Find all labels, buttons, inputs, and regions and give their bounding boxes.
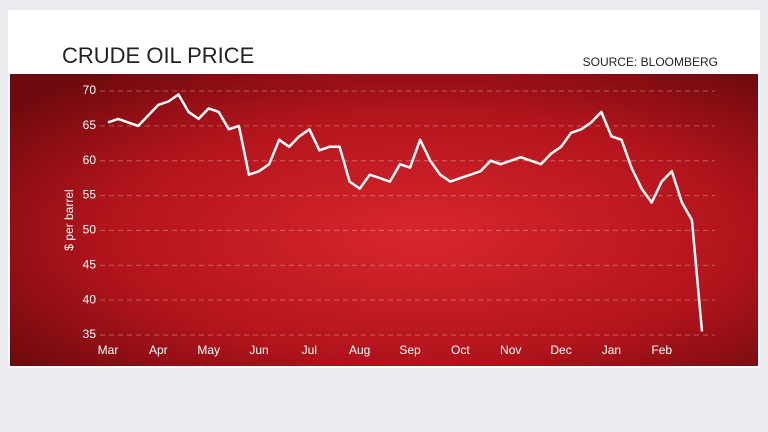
y-tick-label: 45 <box>83 257 97 271</box>
y-tick-label: 55 <box>83 188 97 202</box>
x-tick-label: Mar <box>98 343 119 357</box>
x-tick-label: Sep <box>399 343 421 357</box>
x-tick-label: Jan <box>602 343 621 357</box>
y-tick-label: 50 <box>83 223 97 237</box>
x-tick-label: Dec <box>550 343 571 357</box>
x-tick-label: Jun <box>249 343 268 357</box>
y-tick-label: 40 <box>83 292 97 306</box>
x-tick-label: Nov <box>500 343 521 357</box>
x-tick-label: Jul <box>302 343 317 357</box>
y-tick-label: 70 <box>83 83 97 97</box>
source: SOURCE: BLOOMBERG <box>583 55 718 69</box>
plot-area <box>10 74 758 366</box>
chart-title: CRUDE OIL PRICE <box>62 43 254 68</box>
y-axis-label: $ per barrel <box>62 189 76 250</box>
x-tick-label: Oct <box>451 343 470 357</box>
price-line <box>107 93 704 332</box>
x-tick-label: Aug <box>349 343 370 357</box>
x-tick-label: Feb <box>651 343 672 357</box>
y-tick-label: 60 <box>83 153 97 167</box>
y-tick-label: 35 <box>83 327 97 341</box>
x-tick-label: Apr <box>149 343 168 357</box>
y-tick-label: 65 <box>83 118 97 132</box>
x-tick-label: May <box>197 343 220 357</box>
